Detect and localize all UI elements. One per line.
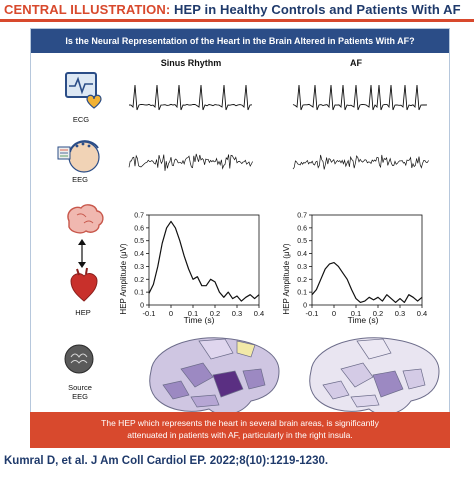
header-title: HEP in Healthy Controls and Patients Wit… xyxy=(174,2,461,17)
hep-chart-af: HEP Amplitude (μV) Time (s) 0 0.1 0.2 0.3 0.… xyxy=(282,213,427,326)
chart-af-ytick-label-6: 0.6 xyxy=(297,225,307,232)
chart-af-ylabel: HEP Amplitude (μV) xyxy=(282,243,291,314)
chart-sinus-ytick-label-6: 0.6 xyxy=(134,225,144,232)
header-prefix: CENTRAL ILLUSTRATION: xyxy=(4,2,171,17)
chart-af-xtick-label-4: 0.3 xyxy=(395,309,405,318)
column-header-af: AF xyxy=(350,58,362,68)
chart-af-ytick-label-5: 0.5 xyxy=(297,238,307,245)
source-head-icon xyxy=(64,344,94,374)
row-label-eeg: EEG xyxy=(72,175,88,184)
chart-af-ytick-label-2: 0.2 xyxy=(297,277,307,284)
chart-sinus-ylabel: HEP Amplitude (μV) xyxy=(119,243,128,314)
row-label-ecg: ECG xyxy=(73,115,89,124)
chart-sinus-plot-frame xyxy=(148,214,260,306)
conclusion-line-2: attenuated in patients with AF, particul… xyxy=(127,430,353,440)
ecg-trace-af xyxy=(292,84,428,111)
chart-af-ytick-label-0: 0 xyxy=(303,303,307,310)
heart-icon xyxy=(70,267,98,302)
hep-chart-sinus: HEP Amplitude (μV) Time (s) 0 0.1 0.2 0.3 0.… xyxy=(119,213,264,326)
chart-af-xtick-label-1: 0 xyxy=(332,309,336,318)
conclusion-bar: The HEP which represents the heart in se… xyxy=(30,412,450,448)
chart-af-ytick-label-1: 0.1 xyxy=(297,290,307,297)
brain-icon xyxy=(67,204,104,234)
citation: Kumral D, et al. J Am Coll Cardiol EP. 2… xyxy=(4,455,329,467)
row-label-source-2: EEG xyxy=(72,392,88,401)
chart-sinus-ytick-label-3: 0.3 xyxy=(134,264,144,271)
chart-sinus-xtick-label-5: 0.4 xyxy=(254,309,264,318)
chart-af-xtick-label-3: 0.2 xyxy=(373,309,383,318)
conclusion-line-1: The HEP which represents the heart in se… xyxy=(101,418,379,428)
chart-af-xtick-label-0: -0.1 xyxy=(306,309,319,318)
row-label-hep: HEP xyxy=(75,308,90,317)
chart-af-ytick-label-4: 0.4 xyxy=(297,251,307,258)
header-banner: CENTRAL ILLUSTRATION: HEP in Healthy Con… xyxy=(0,0,474,22)
header-text: CENTRAL ILLUSTRATION: HEP in Healthy Con… xyxy=(4,2,461,17)
chart-sinus-xlabel: Time (s) xyxy=(184,315,215,325)
chart-af-ytick-label-7: 0.7 xyxy=(297,213,307,220)
ecg-trace-sinus xyxy=(128,84,253,111)
brain-map-af xyxy=(309,337,440,416)
chart-sinus-xtick-label-0: -0.1 xyxy=(143,309,156,318)
chart-sinus-ytick-label-7: 0.7 xyxy=(134,213,144,220)
brain-map-sinus xyxy=(149,337,280,416)
ecg-monitor-icon xyxy=(65,72,102,109)
chart-af-xlabel: Time (s) xyxy=(348,315,379,325)
chart-sinus-series-line-0 xyxy=(148,220,260,302)
chart-af-plot-frame xyxy=(311,214,423,306)
illustration-canvas: Sinus Rhythm AF ECG EEG xyxy=(57,58,440,416)
chart-sinus-xtick-label-2: 0.1 xyxy=(188,309,198,318)
chart-af-series-line-0 xyxy=(311,262,423,303)
illustration-panel: Is the Neural Representation of the Hear… xyxy=(30,28,450,448)
question-bar: Is the Neural Representation of the Hear… xyxy=(31,29,449,53)
chart-af-xtick-label-2: 0.1 xyxy=(351,309,361,318)
chart-af-xtick-label-5: 0.4 xyxy=(417,309,427,318)
eeg-head-icon xyxy=(57,140,100,173)
row-label-source-1: Source xyxy=(68,383,92,392)
column-header-sinus: Sinus Rhythm xyxy=(161,58,222,68)
chart-sinus-xtick-label-4: 0.3 xyxy=(232,309,242,318)
eeg-trace-af xyxy=(292,154,429,170)
chart-af-ytick-label-3: 0.3 xyxy=(297,264,307,271)
double-arrow-icon xyxy=(78,239,86,268)
chart-sinus-ytick-label-2: 0.2 xyxy=(134,277,144,284)
chart-sinus-ytick-label-1: 0.1 xyxy=(134,290,144,297)
chart-sinus-xtick-label-1: 0 xyxy=(169,309,173,318)
chart-sinus-ytick-label-4: 0.4 xyxy=(134,251,144,258)
eeg-trace-sinus xyxy=(128,153,253,171)
chart-sinus-xtick-label-3: 0.2 xyxy=(210,309,220,318)
chart-sinus-ytick-label-5: 0.5 xyxy=(134,238,144,245)
chart-sinus-ytick-label-0: 0 xyxy=(140,303,144,310)
